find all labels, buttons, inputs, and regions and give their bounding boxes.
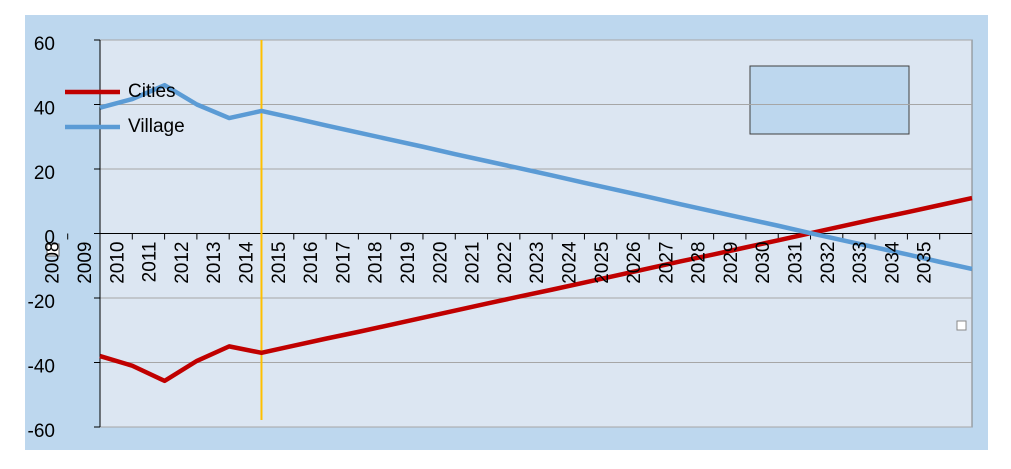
y-tick-label: -60 xyxy=(28,421,55,442)
x-tick-label: 2031 xyxy=(786,242,807,284)
resize-handle[interactable] xyxy=(956,320,967,331)
x-tick-label: 2023 xyxy=(527,242,548,284)
x-tick-label: 2025 xyxy=(592,242,613,284)
x-tick-label: 2027 xyxy=(656,242,677,284)
x-tick-label: 2032 xyxy=(818,242,839,284)
grid xyxy=(67,39,972,428)
x-tick-label: 2020 xyxy=(430,242,451,284)
series-line xyxy=(99,195,973,384)
x-tick-label: 2033 xyxy=(850,242,871,284)
y-tick-label: 0 xyxy=(44,228,55,249)
y-tick-label: 60 xyxy=(34,34,55,55)
legend-label: Village xyxy=(128,116,185,137)
x-tick-label: 2011 xyxy=(140,242,161,283)
x-tick-label: 2030 xyxy=(753,242,774,284)
empty-box xyxy=(749,65,910,135)
x-tick-label: 2028 xyxy=(689,242,710,284)
y-tick-label: -20 xyxy=(28,292,55,313)
x-tick-label: 2021 xyxy=(463,242,484,284)
y-tick-label: 20 xyxy=(34,163,55,184)
x-tick-label: 2018 xyxy=(366,242,387,284)
x-tick-label: 2008 xyxy=(43,242,64,284)
x-tick-label: 2017 xyxy=(333,242,354,284)
x-tick-label: 2010 xyxy=(107,242,128,284)
x-tick-label: 2026 xyxy=(624,242,645,284)
x-tick-label: 2022 xyxy=(495,242,516,284)
x-tick-label: 2014 xyxy=(236,241,257,284)
y-tick-label: 40 xyxy=(34,99,55,120)
x-tick-label: 2019 xyxy=(398,242,419,284)
x-tick-label: 2009 xyxy=(75,242,96,284)
series-line xyxy=(99,82,973,272)
y-tick-label: -40 xyxy=(28,357,55,378)
x-tick-label: 2035 xyxy=(915,242,936,284)
move-handle[interactable] xyxy=(46,243,60,257)
x-tick-label: 2013 xyxy=(204,242,225,284)
x-tick-label: 2029 xyxy=(721,242,742,284)
x-tick-label: 2034 xyxy=(882,241,903,284)
legend-label: Cities xyxy=(128,81,176,102)
marks xyxy=(99,40,973,420)
labels: -60 -40 -20 0 20 40 60 2008 2009 2010 2011 2012 2013… xyxy=(28,34,936,442)
x-tick-label: 2015 xyxy=(269,242,290,284)
x-tick-label: 2012 xyxy=(172,242,193,284)
x-tick-label: 2016 xyxy=(301,242,322,284)
x-tick-label: 2024 xyxy=(559,241,580,284)
